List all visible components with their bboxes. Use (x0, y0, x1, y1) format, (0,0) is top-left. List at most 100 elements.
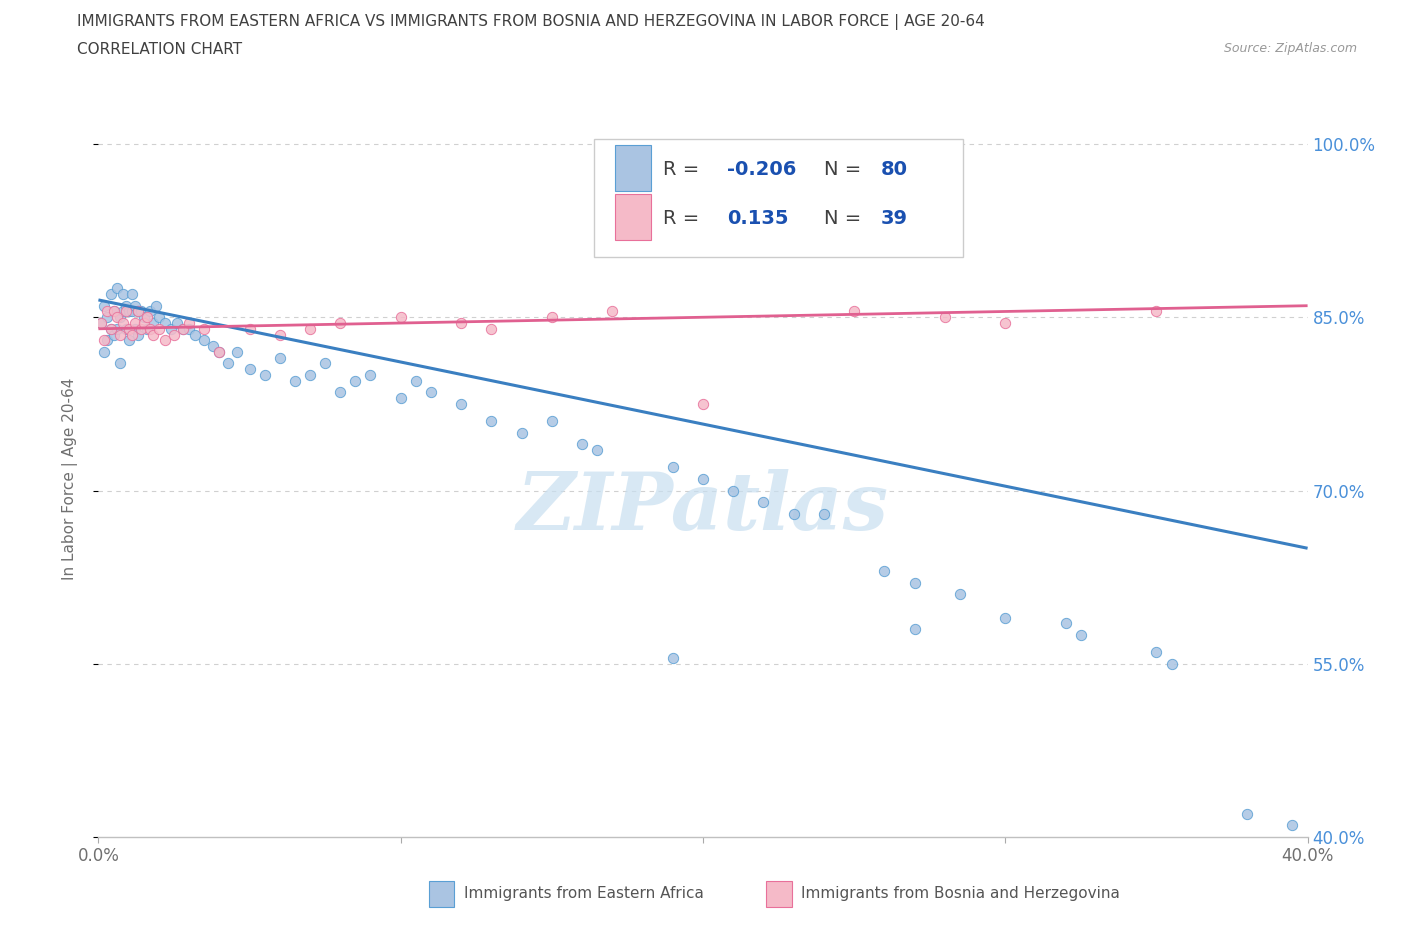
Point (124, 322, 146, 337)
Point (118, 304, 141, 319)
Point (93, 299, 115, 313)
Point (1160, 657, 1182, 671)
Text: R =: R = (664, 208, 699, 228)
Point (1144, 304, 1167, 319)
Point (873, 564, 896, 578)
Point (239, 322, 262, 337)
Point (132, 315, 155, 330)
Point (114, 299, 136, 313)
Text: N =: N = (824, 208, 860, 228)
Point (179, 315, 201, 330)
Point (193, 333, 215, 348)
Point (96, 304, 118, 319)
Point (844, 304, 866, 319)
Point (602, 304, 624, 319)
Point (540, 414, 562, 429)
Point (145, 299, 167, 313)
Point (184, 327, 207, 342)
Point (329, 315, 352, 330)
Point (904, 576, 927, 591)
Point (100, 322, 122, 337)
Point (752, 495, 775, 510)
Point (114, 304, 136, 319)
Point (269, 327, 291, 342)
Point (193, 322, 215, 337)
Point (118, 333, 141, 348)
Point (166, 315, 188, 330)
Text: 80: 80 (880, 160, 908, 179)
Point (163, 327, 186, 342)
Point (179, 322, 201, 337)
Point (344, 373, 367, 388)
Point (389, 310, 412, 325)
Point (299, 367, 322, 382)
Point (127, 327, 149, 342)
Text: R =: R = (664, 160, 699, 179)
Point (111, 286, 134, 301)
Point (142, 327, 165, 342)
Point (1236, 806, 1258, 821)
Point (1281, 818, 1303, 833)
Point (103, 304, 125, 319)
Point (172, 322, 194, 337)
Point (1070, 628, 1092, 643)
Point (135, 310, 157, 325)
Point (93, 333, 115, 348)
Point (96, 310, 118, 325)
Point (253, 367, 276, 382)
Point (132, 310, 155, 325)
Point (108, 356, 131, 371)
Point (723, 483, 745, 498)
Point (405, 373, 427, 388)
Point (783, 506, 806, 521)
Text: -0.206: -0.206 (727, 160, 797, 179)
Point (103, 327, 125, 342)
Point (616, 194, 638, 209)
Point (135, 322, 157, 337)
Text: Immigrants from Eastern Africa: Immigrants from Eastern Africa (464, 886, 704, 901)
Point (1144, 644, 1167, 659)
Point (127, 304, 149, 319)
Point (904, 621, 927, 636)
Point (540, 310, 562, 325)
Point (148, 310, 170, 325)
Point (510, 425, 533, 440)
Point (949, 587, 972, 602)
Text: CORRELATION CHART: CORRELATION CHART (77, 42, 242, 57)
Point (481, 414, 503, 429)
Point (662, 651, 685, 666)
Point (314, 356, 336, 371)
Point (208, 344, 231, 359)
FancyBboxPatch shape (595, 139, 963, 257)
Point (90, 315, 112, 330)
Point (148, 322, 170, 337)
Point (111, 304, 134, 319)
Point (208, 344, 231, 359)
Text: 0.135: 0.135 (727, 208, 789, 228)
Text: ZIPatlas: ZIPatlas (517, 469, 889, 546)
Text: IMMIGRANTS FROM EASTERN AFRICA VS IMMIGRANTS FROM BOSNIA AND HERZEGOVINA IN LABO: IMMIGRANTS FROM EASTERN AFRICA VS IMMIGR… (77, 14, 986, 30)
Point (172, 322, 194, 337)
Point (114, 322, 136, 337)
Point (420, 385, 443, 400)
Point (994, 315, 1017, 330)
Point (934, 310, 956, 325)
Point (481, 322, 503, 337)
Point (100, 322, 122, 337)
Point (813, 506, 835, 521)
Point (450, 315, 472, 330)
Point (96, 333, 118, 348)
Point (121, 304, 143, 319)
Point (108, 327, 131, 342)
Point (226, 344, 249, 359)
Point (692, 472, 714, 486)
Text: Source: ZipAtlas.com: Source: ZipAtlas.com (1223, 42, 1357, 55)
Point (202, 339, 225, 353)
Point (105, 281, 128, 296)
Point (217, 356, 239, 371)
Point (153, 333, 176, 348)
Point (103, 304, 125, 319)
Text: N =: N = (824, 160, 860, 179)
Text: 39: 39 (880, 208, 908, 228)
Point (153, 315, 176, 330)
